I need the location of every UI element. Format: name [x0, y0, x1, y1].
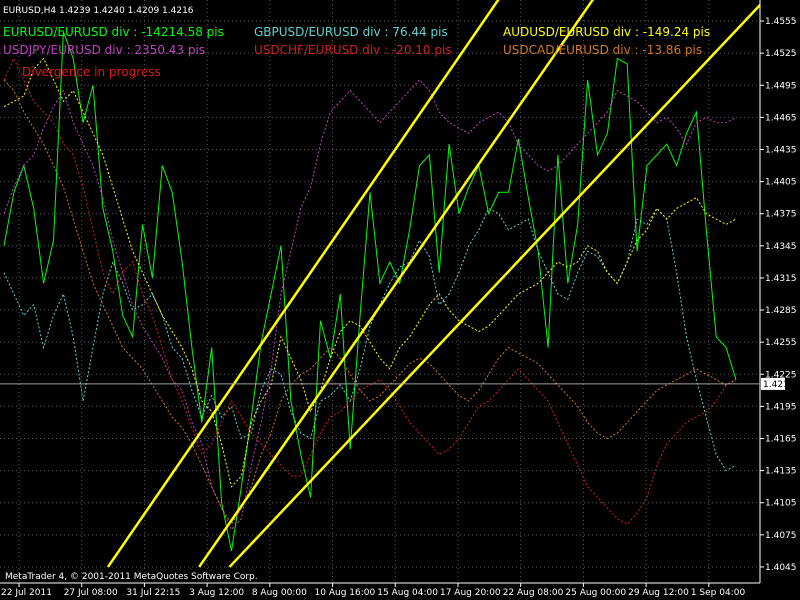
series-usdjpy-eurusd — [3, 79, 737, 531]
div-label-gbpusd: GBPUSD/EURUSD div : 76.44 pis — [254, 25, 448, 39]
y-tick-label: 1.4225 — [765, 370, 797, 380]
series-layer — [3, 31, 737, 552]
y-tick-label: 1.4045 — [765, 563, 797, 573]
x-tick-label: 25 Aug 00:00 — [565, 588, 626, 598]
x-tick-label: 17 Aug 20:00 — [440, 588, 501, 598]
div-label-eurusd: EURUSD/EURUSD div : -14214.58 pis — [3, 25, 224, 39]
y-tick-label: 1.4465 — [765, 113, 797, 123]
y-tick-label: 1.4375 — [765, 210, 797, 220]
x-axis: 22 Jul 2011 27 Jul 08:00 31 Jul 22:15 3 Aug… — [0, 582, 760, 598]
y-tick-label: 1.4105 — [765, 499, 797, 509]
y-tick-label: 1.4495 — [765, 81, 797, 91]
current-price-marker — [761, 377, 785, 390]
copyright-text: MetaTrader 4, © 2001-2011 MetaQuotes Sof… — [5, 572, 258, 582]
y-axis: 1.4555 1.4525 1.4495 1.4465 1.4435 1.4405 1.43… — [759, 0, 797, 583]
y-tick-label: 1.4285 — [765, 306, 797, 316]
chart-grid — [0, 0, 760, 583]
y-tick-label: 1.4555 — [765, 17, 797, 27]
series-usdcad-eurusd — [3, 79, 737, 526]
y-tick-label: 1.4075 — [765, 531, 797, 541]
x-tick-label: 22 Jul 2011 — [1, 588, 52, 598]
div-label-usdcad: USDCAD/EURUSD div : -13.86 pis — [503, 43, 702, 57]
series-eurusd-eurusd — [3, 31, 737, 552]
x-tick-label: 8 Aug 00:00 — [252, 588, 307, 598]
y-tick-label: 1.4135 — [765, 467, 797, 477]
channel-layer[interactable] — [106, 0, 761, 568]
x-tick-label: 3 Aug 12:00 — [189, 588, 244, 598]
y-tick-label: 1.4435 — [765, 146, 797, 156]
x-tick-label: 22 Aug 08:00 — [503, 588, 564, 598]
x-tick-label: 1 Sep 04:00 — [691, 588, 746, 598]
channel-lower[interactable] — [228, 4, 761, 568]
symbol-info: EURUSD,H4 1.4239 1.4240 1.4209 1.4216 — [3, 6, 194, 16]
divergence-status: Divergence in progress — [22, 65, 161, 79]
x-tick-label: 15 Aug 04:00 — [377, 588, 438, 598]
div-label-usdchf: USDCHF/EURUSD div : -20.10 pis — [254, 43, 452, 57]
channel-upper[interactable] — [198, 0, 760, 568]
y-tick-label: 1.4345 — [765, 242, 797, 252]
y-tick-label: 1.4195 — [765, 402, 797, 412]
x-tick-label: 31 Jul 22:15 — [126, 588, 180, 598]
y-tick-label: 1.4405 — [765, 178, 797, 188]
y-tick-label: 1.4165 — [765, 435, 797, 445]
y-tick-label: 1.4525 — [765, 49, 797, 59]
series-audusd-eurusd — [3, 57, 737, 488]
y-tick-label: 1.4255 — [765, 338, 797, 348]
y-tick-label: 1.4315 — [765, 274, 797, 284]
channel-middle[interactable] — [106, 0, 760, 568]
div-label-audusd: AUDUSD/EURUSD div : -149.24 pis — [503, 25, 710, 39]
x-tick-label: 29 Aug 12:00 — [628, 588, 689, 598]
x-tick-label: 27 Jul 08:00 — [64, 588, 118, 598]
current-price-label: 1.4216 — [763, 380, 795, 390]
div-label-usdjpy: USDJPY/EURUSD div : 2350.43 pis — [3, 43, 205, 57]
x-tick-label: 10 Aug 16:00 — [315, 588, 376, 598]
